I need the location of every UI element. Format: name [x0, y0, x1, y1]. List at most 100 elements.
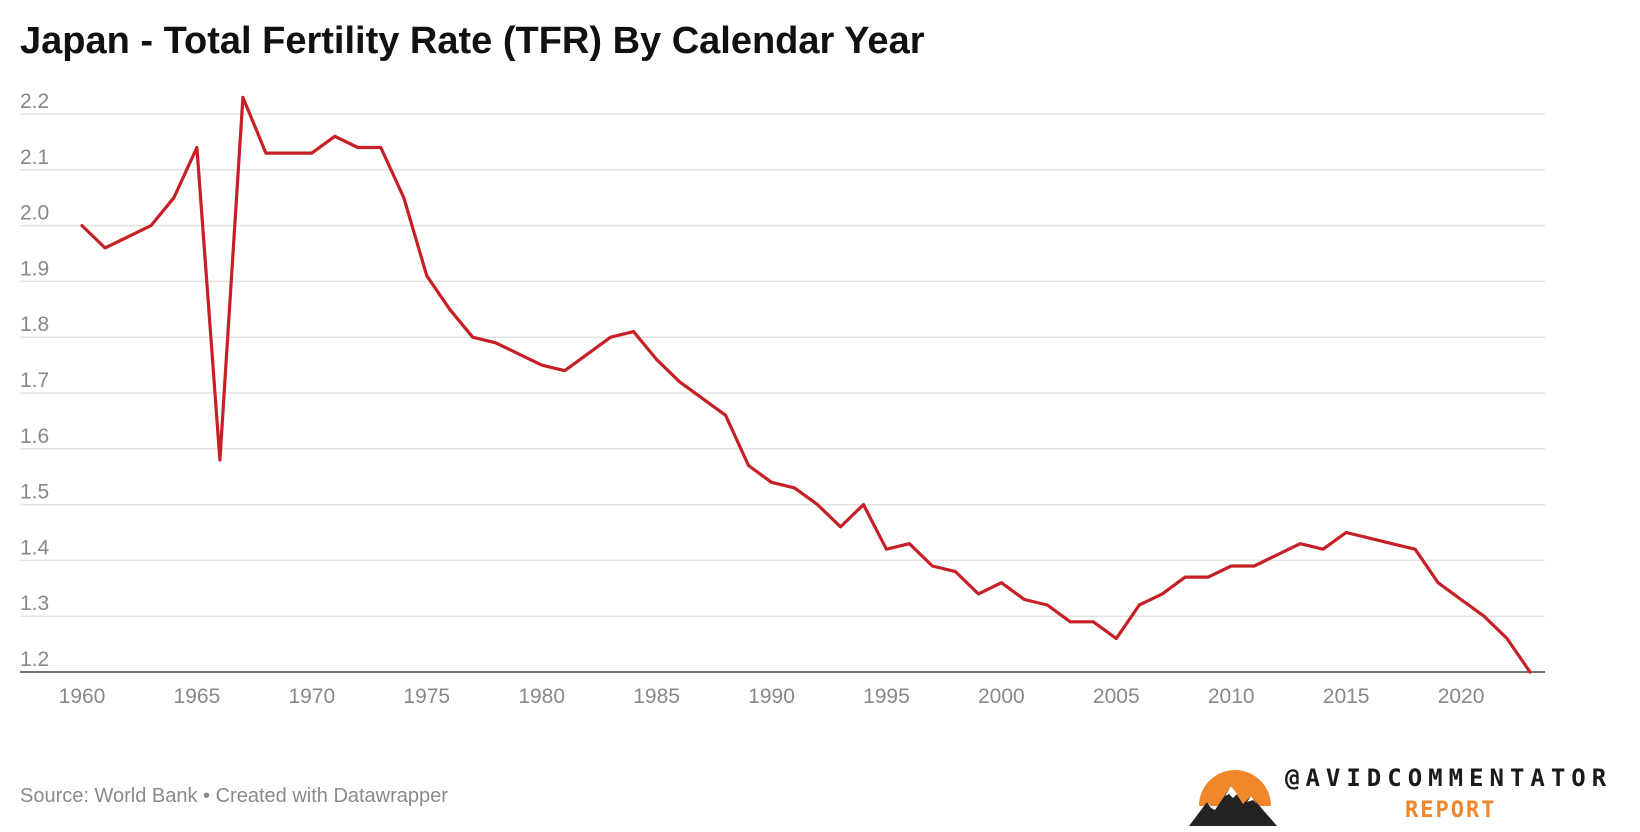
- data-point: [1089, 618, 1097, 626]
- data-point: [285, 149, 293, 157]
- data-point: [193, 143, 201, 151]
- data-point: [768, 478, 776, 486]
- data-point: [653, 356, 661, 364]
- data-point: [78, 222, 86, 230]
- brand-handle: @AVIDCOMMENTATOR: [1285, 764, 1613, 792]
- gridlines: [20, 113, 1545, 673]
- x-tick-label: 2000: [978, 685, 1025, 708]
- source-credit: Source: World Bank • Created with Datawr…: [20, 785, 448, 807]
- data-point: [1135, 601, 1143, 609]
- y-tick-label: 1.8: [20, 313, 49, 336]
- x-tick-label: 1980: [518, 685, 565, 708]
- data-point: [515, 350, 523, 358]
- y-axis-tick-labels: 1.2 1.3 1.4 1.5 1.6 1.7 1.8 1.9 2.0 2.1 2.2: [20, 90, 50, 671]
- data-point: [561, 367, 569, 375]
- data-point: [951, 568, 959, 576]
- y-tick-label: 1.4: [20, 536, 50, 559]
- data-point: [1158, 590, 1166, 598]
- data-point: [745, 462, 753, 470]
- data-point: [1296, 540, 1304, 548]
- x-tick-label: 2010: [1208, 685, 1255, 708]
- data-point: [170, 194, 178, 202]
- data-point: [1388, 540, 1396, 548]
- data-point: [1066, 618, 1074, 626]
- data-point: [1181, 573, 1189, 581]
- mountain-sun-icon: [1189, 770, 1277, 826]
- data-point: [492, 339, 500, 347]
- data-point: [1319, 545, 1327, 553]
- data-point: [607, 333, 615, 341]
- data-point: [377, 143, 385, 151]
- y-tick-label: 2.2: [20, 90, 49, 113]
- data-point: [928, 562, 936, 570]
- data-point: [1273, 551, 1281, 559]
- data-point: [974, 590, 982, 598]
- chart-title: Japan - Total Fertility Rate (TFR) By Ca…: [20, 20, 925, 62]
- data-point: [1434, 579, 1442, 587]
- y-tick-label: 1.2: [20, 648, 49, 671]
- x-tick-label: 1965: [174, 685, 221, 708]
- data-point: [1112, 635, 1120, 643]
- data-point: [1503, 635, 1511, 643]
- data-point: [400, 194, 408, 202]
- series-layer: [78, 93, 1534, 676]
- data-point: [630, 328, 638, 336]
- data-point: [676, 378, 684, 386]
- data-point: [101, 244, 109, 252]
- data-point: [1227, 562, 1235, 570]
- x-tick-label: 1960: [59, 685, 106, 708]
- data-point: [1411, 545, 1419, 553]
- data-point: [538, 361, 546, 369]
- series-line-tfr: [80, 95, 1532, 674]
- y-tick-label: 1.6: [20, 425, 49, 448]
- data-point: [1204, 573, 1212, 581]
- x-tick-label: 2020: [1438, 685, 1485, 708]
- data-point: [147, 222, 155, 230]
- data-point: [1342, 529, 1350, 537]
- data-point: [997, 579, 1005, 587]
- y-tick-label: 1.5: [20, 481, 49, 504]
- data-point: [584, 350, 592, 358]
- data-point: [216, 456, 224, 464]
- data-point: [446, 305, 454, 313]
- data-point: [791, 484, 799, 492]
- data-point: [813, 501, 821, 509]
- data-point: [1457, 595, 1465, 603]
- data-point: [423, 272, 431, 280]
- data-point: [859, 501, 867, 509]
- y-tick-label: 2.1: [20, 146, 49, 169]
- brand-report: REPORT: [1405, 798, 1497, 823]
- x-tick-label: 1975: [403, 685, 450, 708]
- x-tick-label: 1985: [633, 685, 680, 708]
- data-point: [699, 395, 707, 403]
- data-point: [1020, 595, 1028, 603]
- y-tick-label: 1.7: [20, 369, 49, 392]
- y-tick-label: 1.9: [20, 257, 49, 280]
- brand-logo: @AVIDCOMMENTATOR REPORT: [1185, 762, 1615, 832]
- x-tick-label: 2015: [1323, 685, 1370, 708]
- x-tick-label: 1970: [288, 685, 335, 708]
- y-tick-label: 2.0: [20, 202, 49, 225]
- data-point: [469, 333, 477, 341]
- data-point: [1526, 668, 1534, 676]
- data-point: [905, 540, 913, 548]
- data-point: [262, 149, 270, 157]
- data-point: [1250, 562, 1258, 570]
- data-point: [239, 93, 247, 101]
- data-point: [354, 143, 362, 151]
- x-tick-label: 2005: [1093, 685, 1140, 708]
- data-point: [1365, 534, 1373, 542]
- data-point: [836, 523, 844, 531]
- x-axis-tick-labels: 1960 1965 1970 1975 1980 1985 1990 1995 2000 2005…: [59, 685, 1485, 708]
- data-point: [882, 545, 890, 553]
- y-tick-label: 1.3: [20, 592, 49, 615]
- data-point: [722, 411, 730, 419]
- data-point: [331, 132, 339, 140]
- data-point: [1480, 612, 1488, 620]
- data-point: [124, 233, 132, 241]
- x-tick-label: 1990: [748, 685, 795, 708]
- data-point: [308, 149, 316, 157]
- data-point: [1043, 601, 1051, 609]
- x-tick-label: 1995: [863, 685, 910, 708]
